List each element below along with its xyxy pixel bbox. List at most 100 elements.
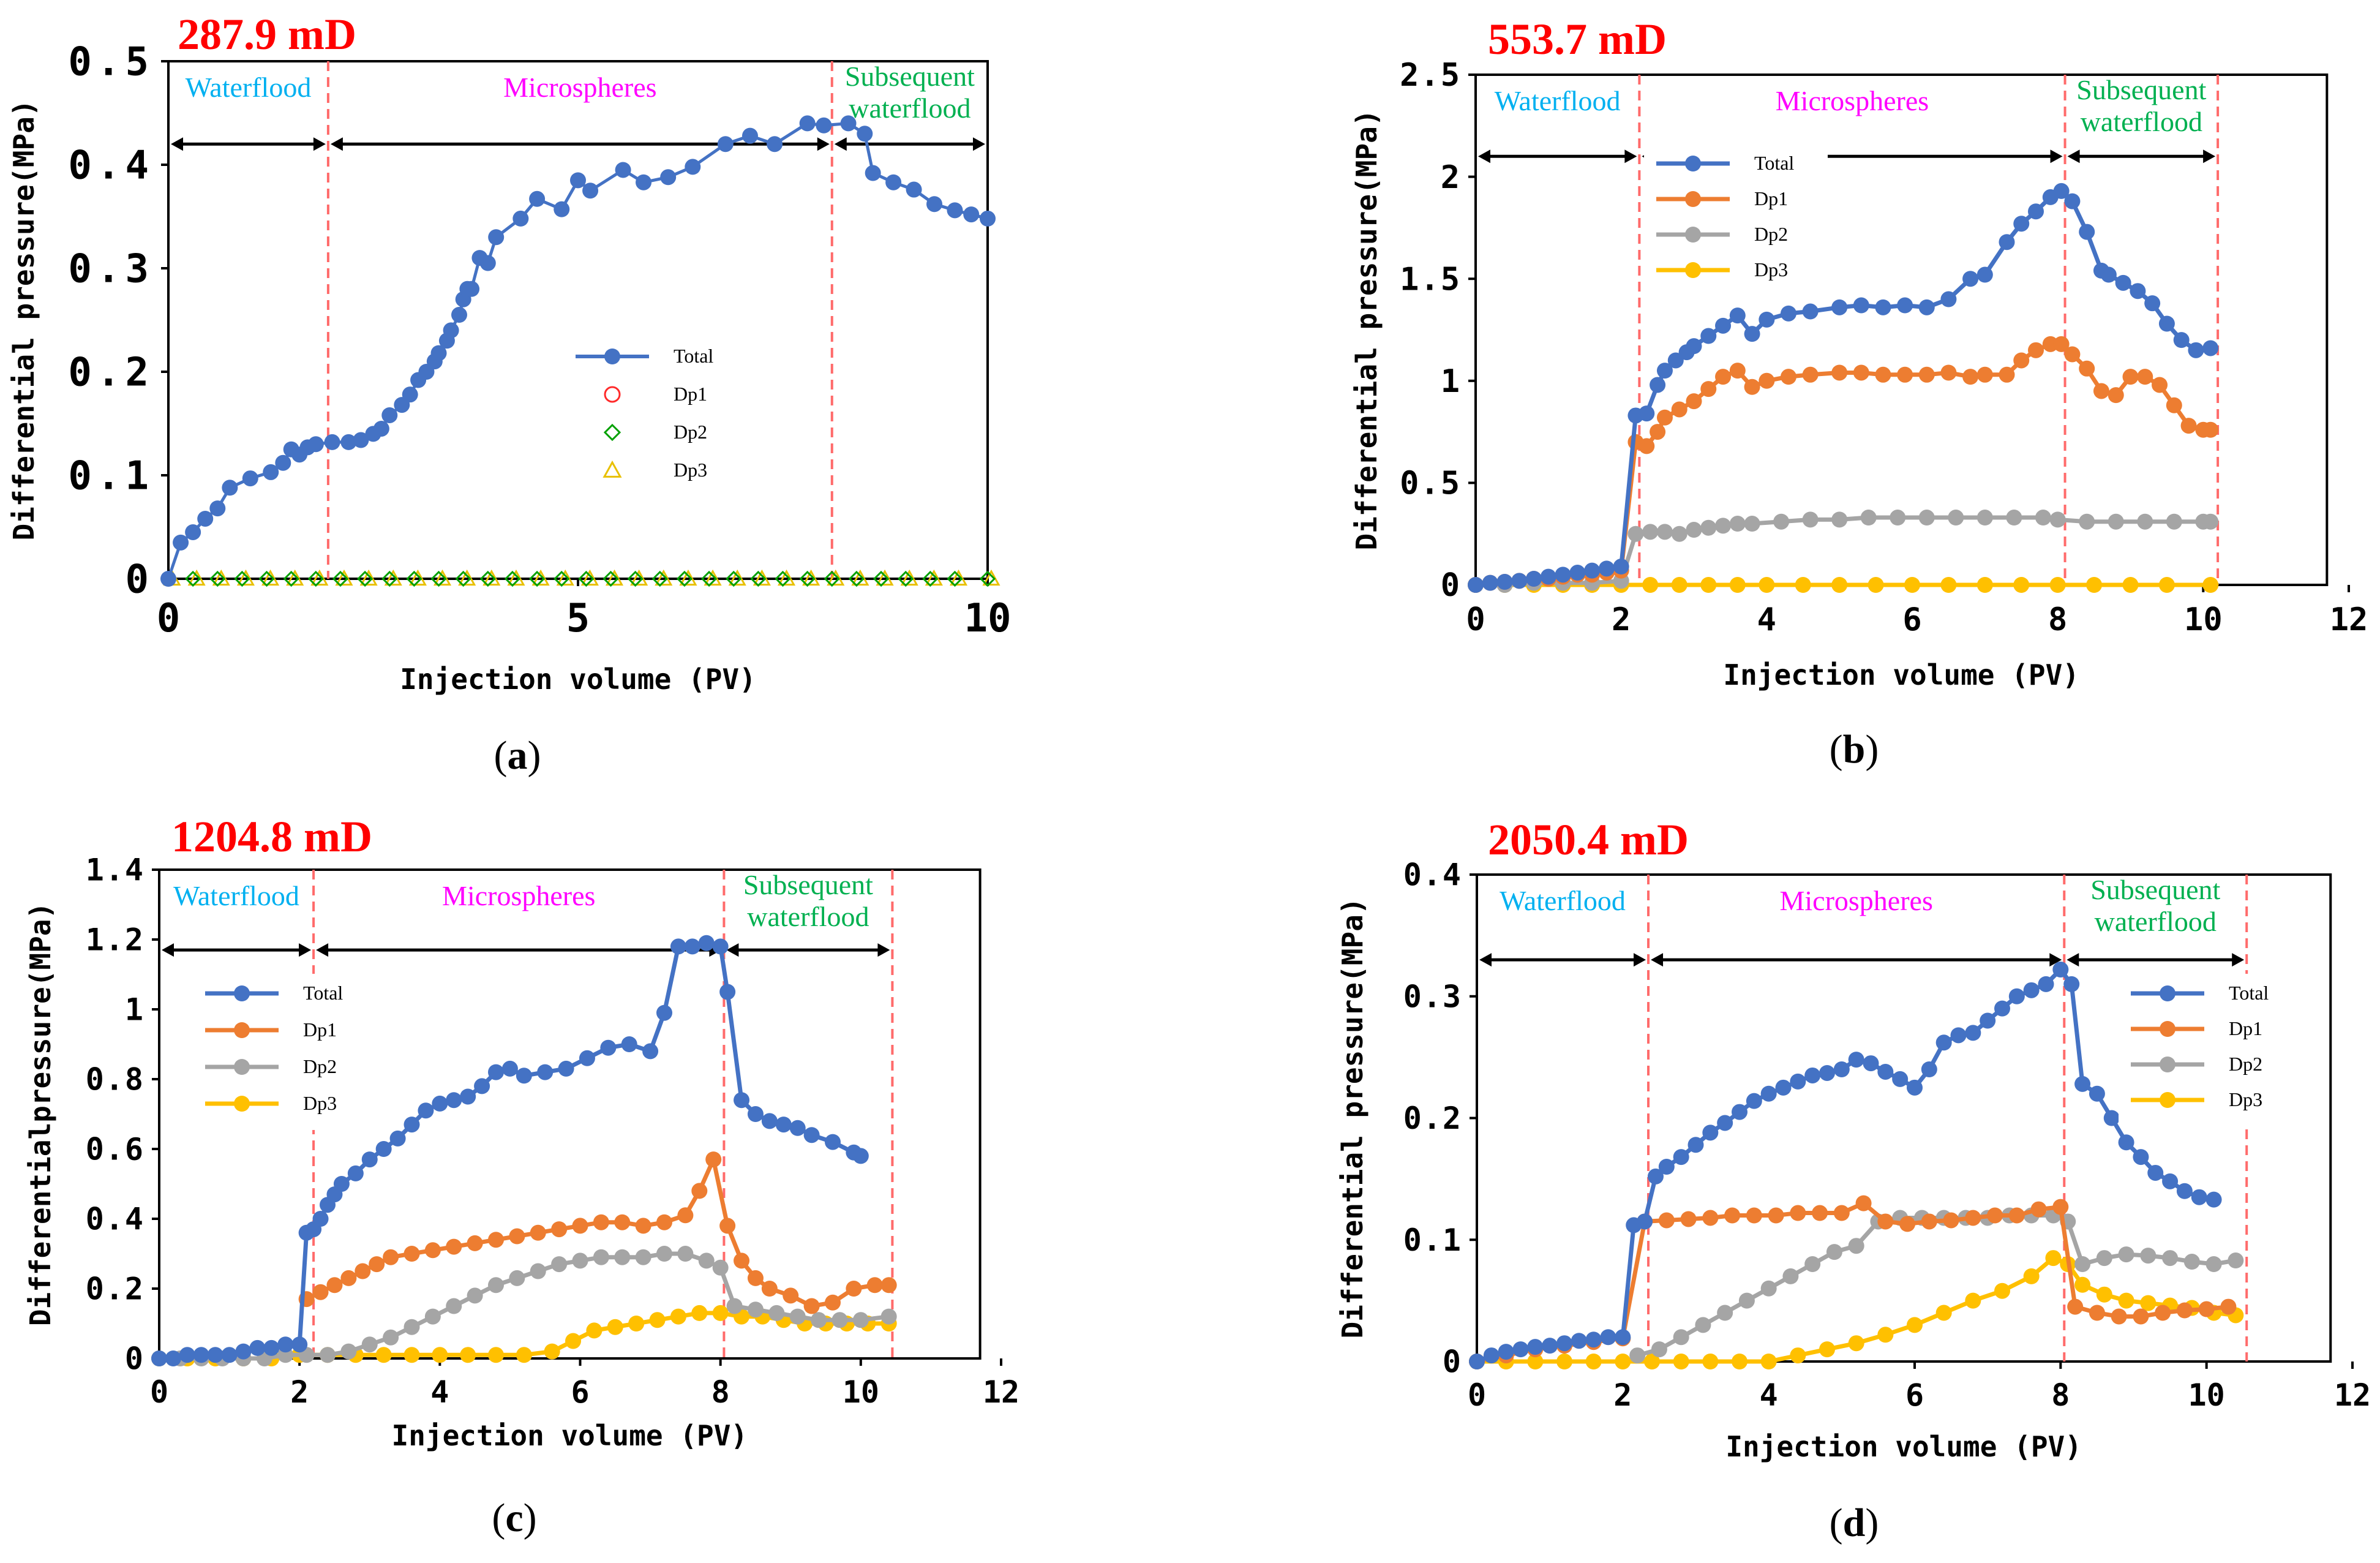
data-point-dp1 <box>783 1287 799 1304</box>
data-point-dp1 <box>1759 372 1775 389</box>
panel-caption: (c) <box>492 1496 536 1540</box>
series-line-dp1 <box>1475 342 2211 587</box>
data-point-dp2 <box>1848 1238 1864 1254</box>
data-point-dp1 <box>1658 1212 1675 1229</box>
data-point-dp3 <box>2122 577 2139 593</box>
data-point-total <box>193 1347 209 1363</box>
data-point-dp2 <box>2137 513 2153 530</box>
data-point-dp1 <box>2108 387 2124 404</box>
data-point-dp2 <box>789 1308 806 1325</box>
data-point-dp3 <box>649 1312 666 1328</box>
data-point-dp2 <box>406 570 422 587</box>
permeability-title: 1204.8 mD <box>171 812 372 861</box>
data-point-dp3 <box>1702 1354 1719 1369</box>
data-point-total <box>636 174 652 190</box>
data-point-dp2 <box>677 1246 694 1262</box>
data-point-dp3 <box>802 569 820 586</box>
data-point-dp2 <box>381 570 398 587</box>
legend-label: Dp1 <box>2229 1017 2262 1039</box>
data-point-total <box>615 162 631 178</box>
y-tick-label: 0.8 <box>86 1062 145 1098</box>
data-point-dp3 <box>1994 1282 2010 1299</box>
y-tick-label: 0 <box>1441 567 1461 604</box>
data-point-dp1 <box>1639 438 1655 454</box>
x-tick-label: 4 <box>1760 1377 1778 1413</box>
data-point-dp1 <box>2093 383 2109 399</box>
data-point-dp2 <box>578 570 595 587</box>
data-point-dp1 <box>825 1294 841 1311</box>
y-tick-label: 0 <box>125 1341 145 1377</box>
data-point-dp1 <box>1877 1213 1894 1230</box>
data-point-total <box>275 454 291 471</box>
data-point-dp1 <box>1999 366 2015 383</box>
y-tick-label: 1.4 <box>86 853 145 888</box>
y-tick-label: 0 <box>1443 1344 1462 1380</box>
x-tick-label: 0 <box>1468 1377 1486 1413</box>
data-point-dp3 <box>516 1347 532 1363</box>
data-point-dp1 <box>1965 1210 1981 1226</box>
data-point-total <box>1482 574 1498 591</box>
y-tick-label: 0.4 <box>86 1202 145 1237</box>
data-point-total <box>1540 568 1556 585</box>
data-point-dp3 <box>2202 577 2219 593</box>
data-point-dp2 <box>1890 510 1906 526</box>
data-point-dp3 <box>286 569 304 586</box>
data-point-dp3 <box>628 1316 645 1331</box>
data-point-dp2 <box>824 570 840 587</box>
data-point-dp2 <box>700 570 718 587</box>
data-point-total <box>1639 405 1655 422</box>
data-point-dp2 <box>726 1298 743 1314</box>
data-point-dp2 <box>2006 510 2022 526</box>
data-point-total <box>656 1004 672 1021</box>
data-point-dp2 <box>2140 1248 2157 1264</box>
data-point-total <box>885 174 902 190</box>
phase-arrow-head <box>316 943 329 957</box>
legend-marker-total <box>1685 156 1701 171</box>
data-point-total <box>1892 1071 1909 1087</box>
data-point-total <box>852 1148 869 1164</box>
data-point-dp1 <box>2155 1305 2171 1321</box>
data-point-dp1 <box>1855 1195 1872 1211</box>
data-point-dp1 <box>1943 1212 1959 1229</box>
data-point-total <box>1469 1354 1485 1369</box>
series-line-dp2 <box>1637 1213 2236 1358</box>
data-point-dp1 <box>1790 1205 1806 1221</box>
data-point-dp1 <box>1802 366 1819 383</box>
x-axis-label: Injection volume (PV) <box>1723 658 2079 691</box>
y-tick-label: 2 <box>1441 159 1461 196</box>
data-point-total <box>1875 299 1891 315</box>
data-point-dp3 <box>458 569 476 586</box>
data-point-total <box>151 1350 167 1366</box>
data-point-dp3 <box>1790 1347 1806 1364</box>
data-point-dp1 <box>572 1218 588 1234</box>
series-total <box>1468 183 2219 593</box>
data-point-dp2 <box>947 570 963 587</box>
data-point-dp2 <box>979 570 996 587</box>
data-point-dp1 <box>2220 1298 2237 1315</box>
data-point-dp1 <box>1987 1207 2003 1224</box>
data-point-total <box>1877 1063 1894 1080</box>
legend-label: Total <box>303 982 343 1004</box>
phase-label-microspheres: Microspheres <box>1776 85 1929 116</box>
data-point-total <box>1921 1061 1937 1077</box>
data-point-total <box>1717 1115 1733 1131</box>
data-point-total <box>1831 299 1848 315</box>
data-point-dp1 <box>2111 1308 2127 1325</box>
data-point-total <box>488 1064 504 1080</box>
data-point-dp3 <box>1527 1354 1544 1369</box>
y-tick-label: 1.5 <box>1400 261 1461 298</box>
data-point-total <box>2053 183 2070 199</box>
x-tick-label: 0 <box>150 1374 168 1410</box>
x-tick-label: 12 <box>983 1374 1019 1410</box>
data-point-total <box>865 165 881 181</box>
data-point-dp2 <box>383 1329 399 1346</box>
data-point-dp1 <box>1780 369 1796 385</box>
x-axis-label: Injection volume (PV) <box>1725 1430 2082 1463</box>
data-point-total <box>404 1117 420 1133</box>
y-tick-label: 1 <box>125 992 145 1028</box>
series-dp3 <box>163 569 1000 586</box>
data-point-total <box>389 1130 406 1147</box>
data-point-total <box>1667 352 1684 369</box>
data-point-dp1 <box>1875 366 1891 383</box>
